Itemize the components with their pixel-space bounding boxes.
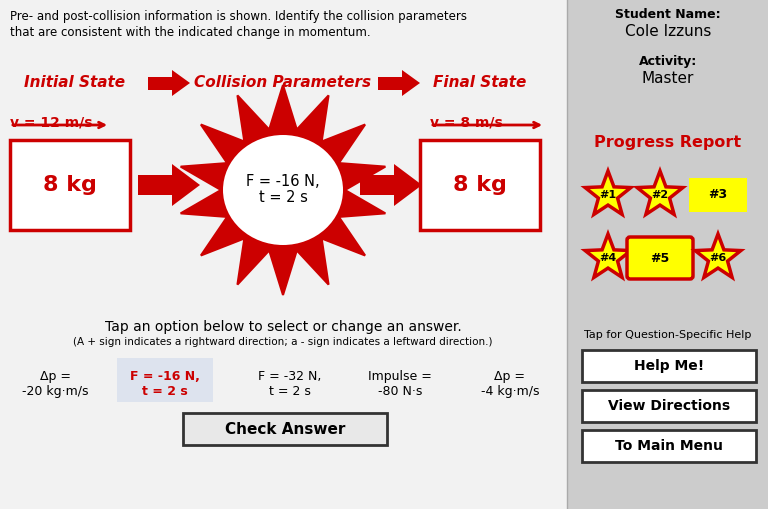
FancyBboxPatch shape: [689, 178, 747, 212]
FancyBboxPatch shape: [582, 350, 756, 382]
Text: Tap for Question-Specific Help: Tap for Question-Specific Help: [584, 330, 752, 340]
Polygon shape: [172, 164, 200, 206]
Polygon shape: [394, 164, 422, 206]
Text: Check Answer: Check Answer: [225, 421, 345, 437]
Ellipse shape: [223, 135, 343, 245]
Text: F = -32 N,: F = -32 N,: [258, 370, 322, 383]
Text: 8 kg: 8 kg: [453, 175, 507, 195]
Bar: [138, 175, 172, 195]
Text: (A + sign indicates a rightward direction; a - sign indicates a leftward directi: (A + sign indicates a rightward directio…: [73, 337, 493, 347]
Text: Activity:: Activity:: [639, 55, 697, 68]
Text: Student Name:: Student Name:: [615, 8, 721, 21]
Text: Cole Izzuns: Cole Izzuns: [625, 24, 711, 39]
Text: View Directions: View Directions: [608, 399, 730, 413]
Text: F = -16 N,: F = -16 N,: [130, 370, 200, 383]
Text: t = 2 s: t = 2 s: [269, 385, 311, 398]
Polygon shape: [637, 171, 683, 214]
FancyBboxPatch shape: [627, 237, 693, 279]
Text: F = -16 N,: F = -16 N,: [247, 175, 319, 189]
Bar: [117, 358, 213, 402]
Text: -20 kg·m/s: -20 kg·m/s: [22, 385, 88, 398]
Text: Master: Master: [642, 71, 694, 86]
Text: v = 8 m/s: v = 8 m/s: [430, 115, 503, 129]
Polygon shape: [585, 234, 631, 277]
Text: that are consistent with the indicated change in momentum.: that are consistent with the indicated c…: [10, 26, 371, 39]
Bar: [420, 140, 540, 230]
Text: 8 kg: 8 kg: [43, 175, 97, 195]
Text: #5: #5: [650, 251, 670, 265]
Bar: [0, 0, 567, 509]
FancyBboxPatch shape: [582, 430, 756, 462]
Text: t = 2 s: t = 2 s: [142, 385, 188, 398]
Text: #1: #1: [600, 190, 617, 200]
Polygon shape: [695, 234, 741, 277]
FancyBboxPatch shape: [183, 413, 387, 445]
Polygon shape: [172, 70, 190, 96]
Text: To Main Menu: To Main Menu: [615, 439, 723, 453]
Text: Impulse =: Impulse =: [368, 370, 432, 383]
Text: Final State: Final State: [433, 75, 527, 90]
Polygon shape: [180, 85, 386, 295]
Bar: [378, 76, 402, 90]
Text: #4: #4: [599, 253, 617, 263]
Text: #6: #6: [710, 253, 727, 263]
Bar: [148, 76, 172, 90]
Text: Tap an option below to select or change an answer.: Tap an option below to select or change …: [104, 320, 462, 334]
Polygon shape: [585, 171, 631, 214]
Text: Progress Report: Progress Report: [594, 135, 742, 150]
Bar: [10, 140, 130, 230]
Text: -4 kg·m/s: -4 kg·m/s: [481, 385, 539, 398]
Bar: [360, 175, 394, 195]
Text: t = 2 s: t = 2 s: [259, 190, 307, 206]
Text: Pre- and post-collision information is shown. Identify the collision parameters: Pre- and post-collision information is s…: [10, 10, 467, 23]
Text: Δp =: Δp =: [495, 370, 525, 383]
Text: -80 N·s: -80 N·s: [378, 385, 422, 398]
Text: Initial State: Initial State: [25, 75, 125, 90]
Bar: [567, 0, 768, 509]
Polygon shape: [402, 70, 420, 96]
Text: Help Me!: Help Me!: [634, 359, 704, 373]
Text: Collision Parameters: Collision Parameters: [194, 75, 372, 90]
Text: Δp =: Δp =: [39, 370, 71, 383]
FancyBboxPatch shape: [582, 390, 756, 422]
Text: #2: #2: [651, 190, 669, 200]
Text: v = 12 m/s: v = 12 m/s: [10, 115, 92, 129]
Text: #3: #3: [708, 188, 727, 202]
